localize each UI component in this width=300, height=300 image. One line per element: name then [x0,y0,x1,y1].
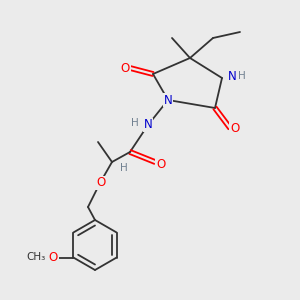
Text: O: O [120,61,130,74]
Text: H: H [238,71,246,81]
Text: N: N [164,94,172,106]
Text: N: N [228,70,236,83]
Text: O: O [49,251,58,264]
Text: O: O [156,158,166,170]
Text: N: N [144,118,152,131]
Text: O: O [96,176,106,190]
Text: CH₃: CH₃ [27,253,46,262]
Text: H: H [131,118,139,128]
Text: H: H [120,163,128,173]
Text: O: O [230,122,240,134]
